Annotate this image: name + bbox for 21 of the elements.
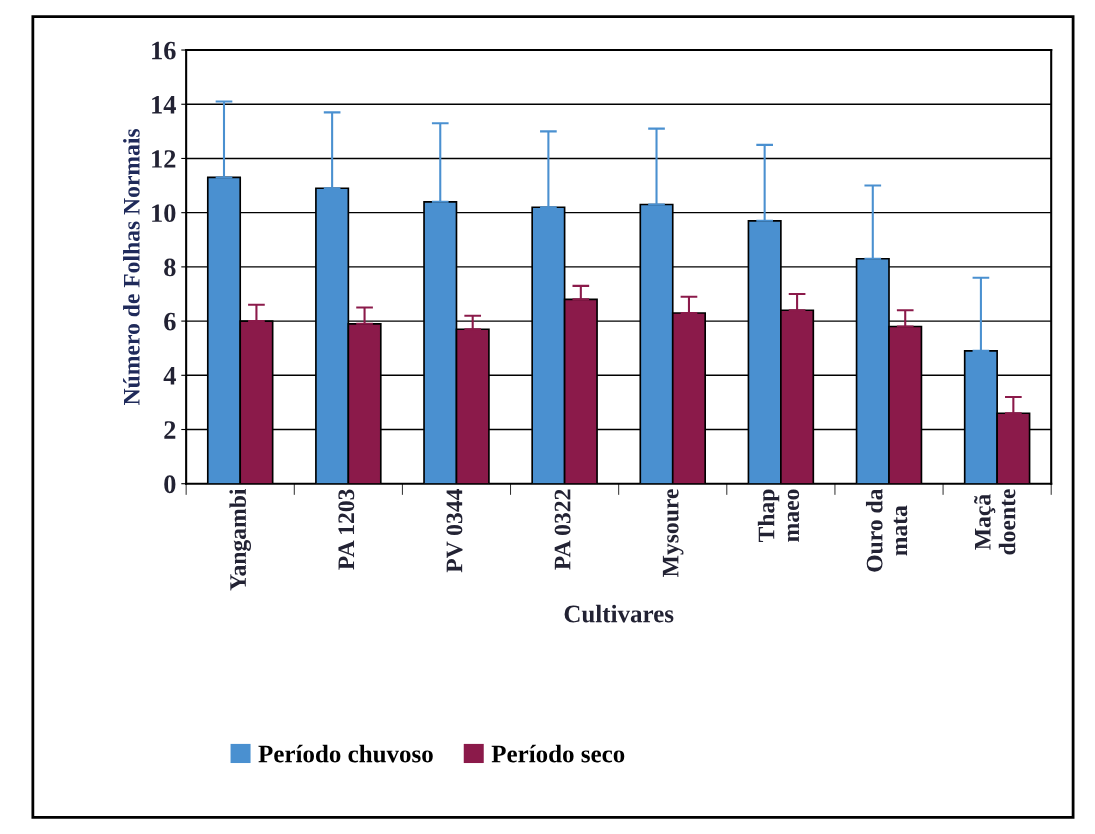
x-tick-label: PA 1203 <box>338 489 355 570</box>
x-tick-label: Mysoure <box>662 489 684 577</box>
y-tick-label: 12 <box>152 150 176 168</box>
x-tick-label: Ouro da mata <box>865 488 908 572</box>
x-axis-title: Cultivares <box>564 604 674 623</box>
x-tick-label: PA 0322 <box>554 489 571 570</box>
y-tick-label: 0 <box>164 475 176 494</box>
legend-label: Período chuvoso <box>258 744 433 763</box>
x-tick-label: Yangambi <box>229 488 252 591</box>
x-tick-label: Thap maeo <box>757 489 800 543</box>
y-tick-label: 14 <box>152 95 176 114</box>
y-tick-label: 8 <box>164 258 176 277</box>
y-tick-label: 2 <box>164 421 176 439</box>
y-axis-title: Número de Folhas Normais <box>123 128 140 405</box>
y-tick-label: 10 <box>152 204 176 223</box>
x-tick-label: Maçã doente <box>974 489 1016 555</box>
y-tick-label: 4 <box>163 367 176 385</box>
y-tick-label: 6 <box>164 312 176 331</box>
y-tick-label: 16 <box>152 41 176 60</box>
x-tick-label: PV 0344 <box>446 489 463 573</box>
legend-label: Período seco <box>491 744 625 763</box>
